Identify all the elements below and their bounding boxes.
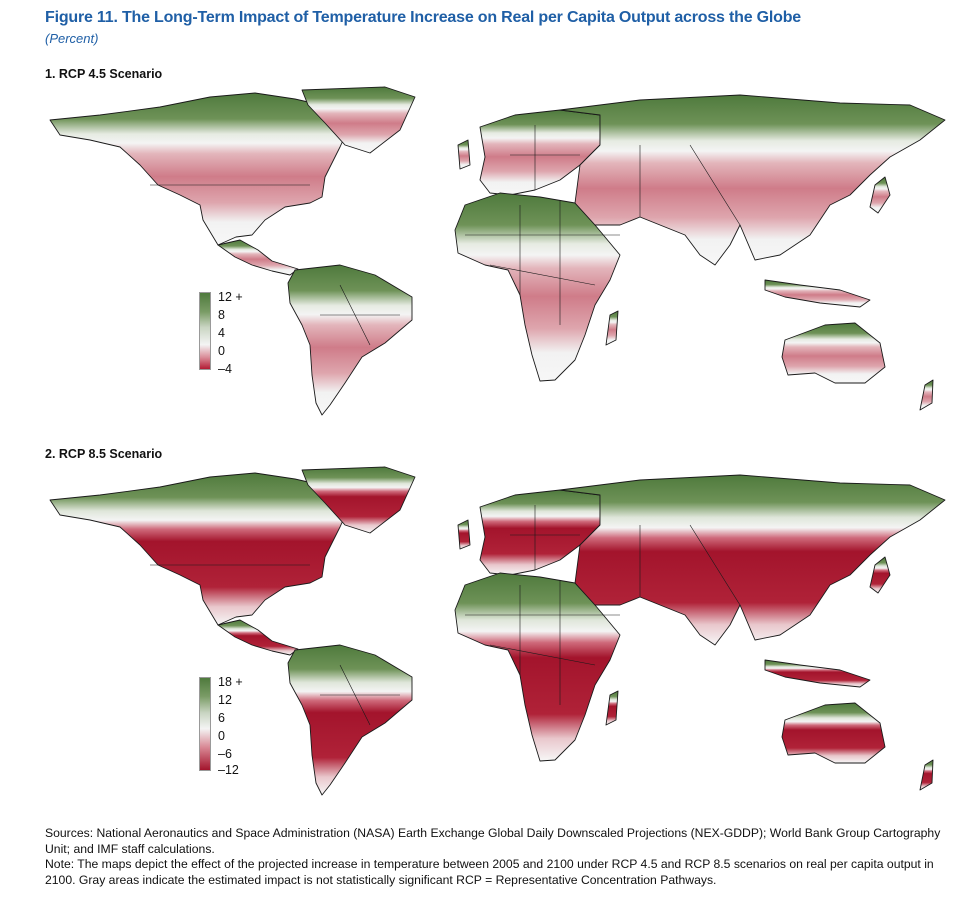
legend-tick-label: 12 + <box>218 290 243 304</box>
greenland-landmass <box>301 466 416 534</box>
indonesia-landmass <box>764 659 871 688</box>
rcp45-legend: 12 + 8 4 0 –4 <box>199 290 269 376</box>
australia-landmass <box>781 322 886 384</box>
madagascar-landmass <box>605 690 619 726</box>
greenland-landmass <box>301 86 416 154</box>
rcp85-legend: 18 + 12 6 0 –6 –12 <box>199 675 269 777</box>
south-america-landmass <box>287 264 413 416</box>
legend-tick-label: 0 <box>218 729 225 743</box>
central-america-landmass <box>217 619 299 656</box>
rcp85-world-map <box>40 465 960 815</box>
figure-title: Figure 11. The Long-Term Impact of Tempe… <box>45 9 801 26</box>
figure-footer: Sources: National Aeronautics and Space … <box>45 826 965 888</box>
uk-landmass <box>457 519 471 550</box>
legend-tick-label: 4 <box>218 326 225 340</box>
indonesia-landmass <box>764 279 871 308</box>
legend-tick-label: 18 + <box>218 675 243 689</box>
rcp45-color-scale-bar <box>199 292 211 370</box>
new-zealand-landmass <box>919 379 934 411</box>
legend-tick-label: 12 <box>218 693 232 707</box>
asia-landmass <box>559 474 946 646</box>
new-zealand-landmass <box>919 759 934 791</box>
panel-2-title: 2. RCP 8.5 Scenario <box>45 447 163 461</box>
south-america-landmass <box>287 644 413 796</box>
note-text: Note: The maps depict the effect of the … <box>45 857 934 887</box>
japan-landmass <box>869 556 891 594</box>
japan-landmass <box>869 176 891 214</box>
figure-subtitle: (Percent) <box>45 31 99 46</box>
rcp85-color-scale-bar <box>199 677 211 771</box>
north-america-landmass <box>49 472 351 626</box>
rcp45-world-map <box>40 85 960 435</box>
north-america-landmass <box>49 92 351 246</box>
legend-tick-label: –4 <box>218 362 232 376</box>
legend-tick-label: –12 <box>218 763 239 777</box>
legend-tick-label: –6 <box>218 747 232 761</box>
central-america-landmass <box>217 239 299 276</box>
uk-landmass <box>457 139 471 170</box>
madagascar-landmass <box>605 310 619 346</box>
legend-tick-label: 0 <box>218 344 225 358</box>
legend-tick-label: 8 <box>218 308 225 322</box>
asia-landmass <box>559 94 946 266</box>
australia-landmass <box>781 702 886 764</box>
sources-text: Sources: National Aeronautics and Space … <box>45 826 941 856</box>
panel-1-title: 1. RCP 4.5 Scenario <box>45 67 163 81</box>
legend-tick-label: 6 <box>218 711 225 725</box>
